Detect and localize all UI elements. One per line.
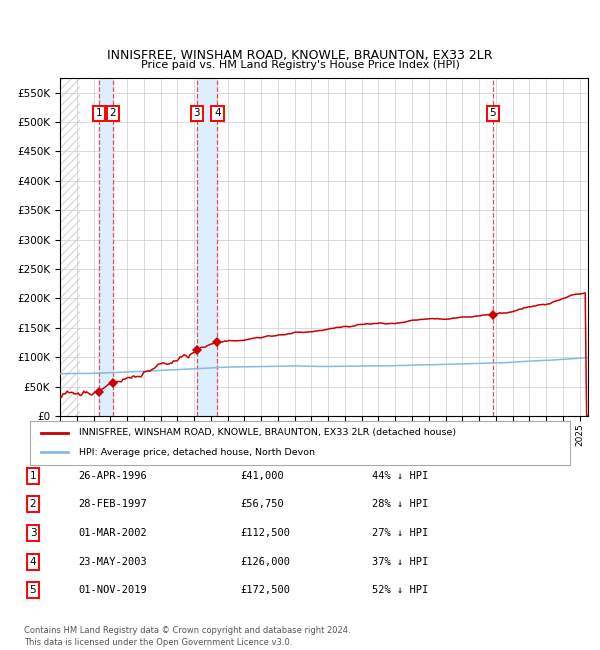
Text: £126,000: £126,000 — [240, 556, 290, 567]
Text: 2: 2 — [29, 499, 37, 510]
Text: 37% ↓ HPI: 37% ↓ HPI — [372, 556, 428, 567]
Text: 4: 4 — [29, 556, 37, 567]
Text: £172,500: £172,500 — [240, 585, 290, 595]
Text: 52% ↓ HPI: 52% ↓ HPI — [372, 585, 428, 595]
Text: This data is licensed under the Open Government Licence v3.0.: This data is licensed under the Open Gov… — [24, 638, 292, 647]
Text: 1: 1 — [29, 471, 37, 481]
Bar — [197, 78, 217, 416]
Text: 2: 2 — [110, 109, 116, 118]
Text: 3: 3 — [29, 528, 37, 538]
Text: INNISFREE, WINSHAM ROAD, KNOWLE, BRAUNTON, EX33 2LR (detached house): INNISFREE, WINSHAM ROAD, KNOWLE, BRAUNTO… — [79, 428, 456, 437]
Text: 44% ↓ HPI: 44% ↓ HPI — [372, 471, 428, 481]
Text: 3: 3 — [194, 109, 200, 118]
Text: £56,750: £56,750 — [240, 499, 284, 510]
Text: 27% ↓ HPI: 27% ↓ HPI — [372, 528, 428, 538]
Text: 28-FEB-1997: 28-FEB-1997 — [78, 499, 147, 510]
Text: 1: 1 — [95, 109, 102, 118]
Text: 5: 5 — [490, 109, 496, 118]
Text: £112,500: £112,500 — [240, 528, 290, 538]
Text: Price paid vs. HM Land Registry's House Price Index (HPI): Price paid vs. HM Land Registry's House … — [140, 60, 460, 70]
Text: 01-MAR-2002: 01-MAR-2002 — [78, 528, 147, 538]
Bar — [99, 78, 113, 416]
Text: 28% ↓ HPI: 28% ↓ HPI — [372, 499, 428, 510]
Text: HPI: Average price, detached house, North Devon: HPI: Average price, detached house, Nort… — [79, 448, 314, 457]
Text: 4: 4 — [214, 109, 221, 118]
Text: 26-APR-1996: 26-APR-1996 — [78, 471, 147, 481]
Text: 01-NOV-2019: 01-NOV-2019 — [78, 585, 147, 595]
Text: 5: 5 — [29, 585, 37, 595]
Text: Contains HM Land Registry data © Crown copyright and database right 2024.: Contains HM Land Registry data © Crown c… — [24, 626, 350, 635]
Text: INNISFREE, WINSHAM ROAD, KNOWLE, BRAUNTON, EX33 2LR: INNISFREE, WINSHAM ROAD, KNOWLE, BRAUNTO… — [107, 49, 493, 62]
Text: 23-MAY-2003: 23-MAY-2003 — [78, 556, 147, 567]
Text: £41,000: £41,000 — [240, 471, 284, 481]
